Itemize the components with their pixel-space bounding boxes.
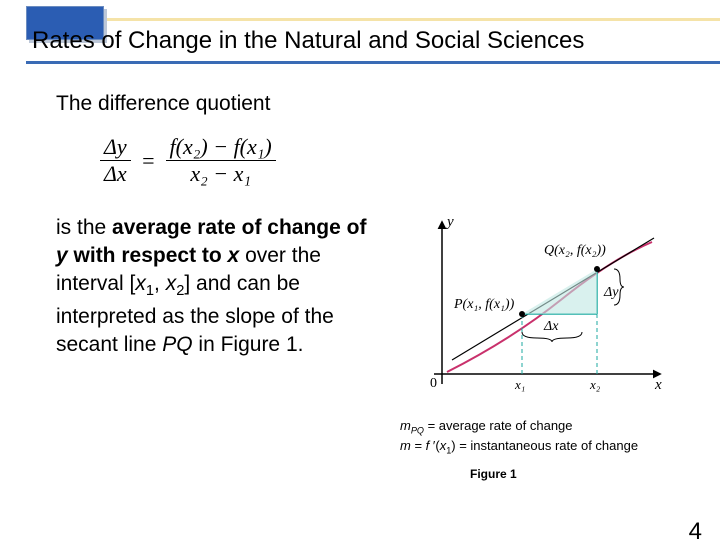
figure-label: Figure 1 bbox=[470, 467, 720, 481]
body-paragraph: is the average rate of change of y with … bbox=[56, 214, 380, 359]
svg-text:Δy: Δy bbox=[603, 285, 619, 300]
svg-text:Δx: Δx bbox=[543, 319, 559, 334]
figure-1: y x 0 P(x₁, f(x₁)) Q(x₂, f(x₂)) Δx Δy x₁… bbox=[392, 214, 672, 409]
formula-rhs: f(x₂) − f(x₁) x₂ − x₁ bbox=[166, 134, 276, 188]
secant-diagram: y x 0 P(x₁, f(x₁)) Q(x₂, f(x₂)) Δx Δy x₁… bbox=[392, 214, 672, 404]
page-number: 4 bbox=[689, 518, 702, 546]
equals-sign: = bbox=[141, 148, 156, 174]
svg-text:Q(x₂, f(x₂)): Q(x₂, f(x₂)) bbox=[544, 243, 606, 258]
svg-text:x₁: x₁ bbox=[514, 377, 525, 392]
svg-text:x₂: x₂ bbox=[589, 377, 601, 392]
svg-text:P(x₁, f(x₁)): P(x₁, f(x₁)) bbox=[453, 297, 515, 312]
slide-content: The difference quotient Δy Δx = f(x₂) − … bbox=[0, 64, 720, 409]
intro-text: The difference quotient bbox=[56, 92, 672, 116]
difference-quotient-formula: Δy Δx = f(x₂) − f(x₁) x₂ − x₁ bbox=[100, 134, 672, 188]
svg-text:x: x bbox=[654, 377, 662, 393]
svg-text:y: y bbox=[445, 214, 454, 230]
header-strip-bottom bbox=[26, 61, 720, 64]
svg-text:0: 0 bbox=[430, 376, 437, 391]
slide-header: Rates of Change in the Natural and Socia… bbox=[0, 18, 720, 64]
figure-caption: mPQ = average rate of change m = f ′(x1)… bbox=[400, 417, 660, 457]
formula-lhs: Δy Δx bbox=[100, 134, 131, 188]
slide-title: Rates of Change in the Natural and Socia… bbox=[0, 21, 720, 61]
